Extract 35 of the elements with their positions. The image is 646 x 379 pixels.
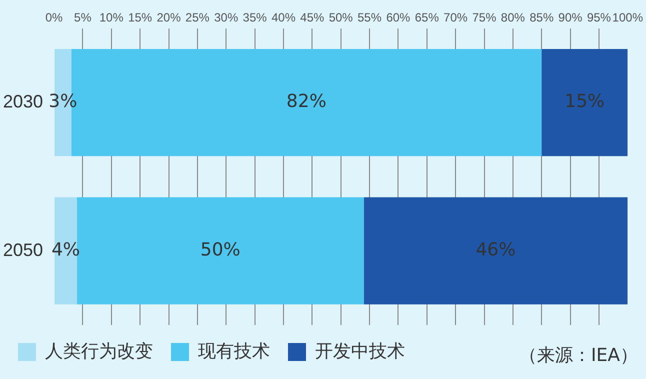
x-tick-label: 65% xyxy=(414,10,440,25)
x-tick-label: 15% xyxy=(128,10,152,25)
x-tick-label: 30% xyxy=(214,10,238,25)
x-tick-label: 75% xyxy=(472,10,497,25)
x-tick-label: 60% xyxy=(386,10,411,25)
y-tick-label: 2030 xyxy=(2,92,44,112)
x-tick-label: 40% xyxy=(271,10,296,25)
x-tick-label: 5% xyxy=(74,10,92,25)
x-tick-label: 50% xyxy=(328,10,354,25)
x-tick-label: 0% xyxy=(45,10,64,25)
x-tick-label: 85% xyxy=(530,10,554,25)
bar xyxy=(364,197,628,304)
data-label: 82% xyxy=(286,91,326,112)
data-label: 3% xyxy=(48,91,78,112)
x-tick-label: 45% xyxy=(300,10,324,25)
x-tick-label: 25% xyxy=(185,10,210,25)
x-tick-label: 35% xyxy=(242,10,268,25)
bar xyxy=(542,48,628,156)
x-tick-label: 80% xyxy=(500,10,526,25)
legend-label: 现有技术 xyxy=(198,340,270,361)
y-tick-label: 2050 xyxy=(2,240,44,260)
data-label: 4% xyxy=(51,240,80,261)
data-label: 15% xyxy=(564,91,605,112)
legend-label: 人类行为改变 xyxy=(45,340,153,361)
x-tick-label: 100% xyxy=(612,10,644,25)
x-tick-label: 90% xyxy=(558,10,583,25)
x-tick-label: 70% xyxy=(444,10,468,25)
x-tick-label: 55% xyxy=(358,10,382,25)
x-tick-label: 95% xyxy=(586,10,612,25)
legend-label: 开发中技术 xyxy=(315,340,405,361)
data-label: 50% xyxy=(200,240,240,261)
x-tick-label: 20% xyxy=(156,10,182,25)
x-tick-label: 10% xyxy=(99,10,124,25)
data-label: 46% xyxy=(476,240,516,261)
text: （来源：IEA） xyxy=(519,344,638,367)
